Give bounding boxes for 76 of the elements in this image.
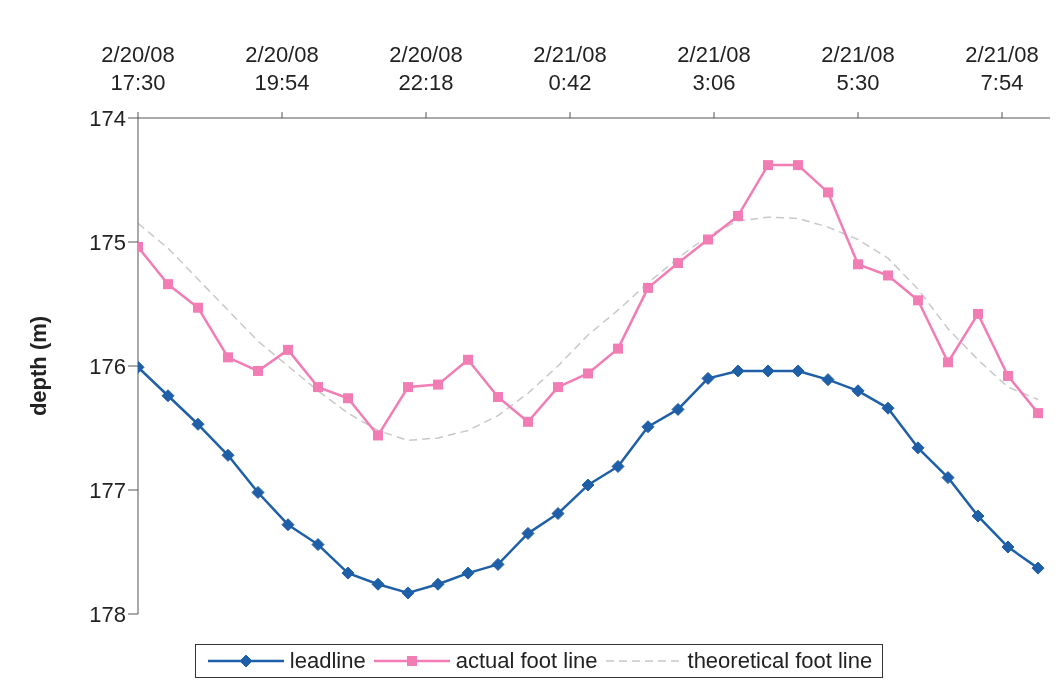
point <box>643 282 653 293</box>
point <box>223 352 233 363</box>
y-tick-label: 175 <box>89 229 126 255</box>
point <box>221 448 235 462</box>
point <box>613 343 623 354</box>
point <box>551 507 565 521</box>
point <box>313 382 323 393</box>
y-tick-label: 174 <box>89 105 126 131</box>
point <box>341 566 355 580</box>
point <box>911 441 925 455</box>
point <box>1031 561 1045 575</box>
point <box>611 459 625 473</box>
point <box>583 368 593 379</box>
point <box>523 416 533 427</box>
point <box>671 402 685 416</box>
point <box>311 538 325 552</box>
point <box>733 210 743 221</box>
legend-label: theoretical foot line <box>687 648 873 674</box>
point <box>761 364 775 378</box>
point <box>791 364 805 378</box>
point <box>1003 370 1013 381</box>
legend-label: leadline <box>289 648 366 674</box>
legend-label: actual foot line <box>455 648 598 674</box>
point <box>403 382 413 393</box>
y-tick-label: 176 <box>89 353 126 379</box>
point <box>281 518 295 532</box>
point <box>941 471 955 485</box>
y-tick-label: 177 <box>89 477 126 503</box>
point <box>343 393 353 404</box>
point <box>881 401 895 415</box>
point <box>193 302 203 313</box>
point <box>161 389 175 403</box>
point <box>703 234 713 245</box>
point <box>673 258 683 269</box>
point <box>253 365 263 376</box>
point <box>851 384 865 398</box>
point <box>793 160 803 171</box>
point <box>191 417 205 431</box>
point <box>1001 540 1015 554</box>
point <box>463 354 473 365</box>
point <box>853 259 863 270</box>
x-tick-label: 2/21/08 7:54 <box>965 42 1039 95</box>
point <box>163 279 173 290</box>
x-tick-label: 2/20/08 17:30 <box>101 42 175 95</box>
y-tick-label: 178 <box>89 601 126 627</box>
point <box>431 577 445 591</box>
x-tick-label: 2/21/08 0:42 <box>533 42 607 95</box>
point <box>581 478 595 492</box>
point <box>973 308 983 319</box>
point <box>373 430 383 441</box>
y-axis-title: depth (m) <box>25 315 51 417</box>
point <box>251 485 265 499</box>
point <box>493 392 503 402</box>
point <box>731 364 745 378</box>
point <box>433 379 443 390</box>
point <box>763 160 773 171</box>
point <box>283 344 293 355</box>
point <box>943 357 953 368</box>
x-tick-label: 2/21/08 3:06 <box>677 42 751 95</box>
point <box>1033 408 1043 419</box>
point <box>521 526 535 540</box>
point <box>701 371 715 385</box>
point <box>371 577 385 591</box>
point <box>821 373 835 387</box>
x-tick-label: 2/20/08 19:54 <box>245 42 319 95</box>
x-tick-label: 2/21/08 5:30 <box>821 42 895 95</box>
point <box>461 566 475 580</box>
point <box>491 557 505 571</box>
point <box>401 586 415 600</box>
point <box>641 420 655 434</box>
point <box>883 270 893 281</box>
x-tick-label: 2/20/08 22:18 <box>389 42 463 95</box>
point <box>971 509 985 523</box>
point <box>913 295 923 306</box>
point <box>553 382 563 393</box>
point <box>823 187 833 198</box>
